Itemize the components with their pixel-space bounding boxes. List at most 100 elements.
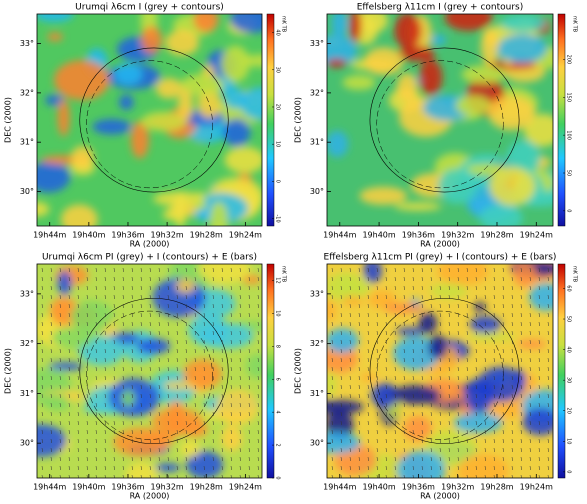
e-vector-bar [439, 276, 441, 282]
e-vector-bar [538, 357, 540, 363]
e-vector-bar [203, 375, 205, 381]
image-layer [37, 264, 262, 478]
e-vector-bar [104, 321, 106, 327]
e-vector-bar [77, 285, 79, 291]
image-blob [162, 208, 184, 221]
e-vector-bar [376, 276, 378, 282]
e-vector-bar [376, 447, 378, 453]
e-vector-bar [412, 267, 414, 273]
image-blob [198, 264, 251, 284]
e-vector-bar [394, 447, 396, 453]
y-tick-label: 33° [20, 289, 34, 298]
e-vector-bar [113, 312, 115, 318]
e-vector-bar [68, 420, 70, 426]
e-vector-bar [385, 447, 387, 453]
e-vector-bar [421, 411, 423, 417]
e-vector-bar [77, 384, 79, 390]
e-vector-bar [86, 330, 88, 336]
e-vector-bar [502, 420, 504, 426]
x-tick-label: 19h24m [520, 483, 553, 492]
e-vector-bar [412, 438, 414, 444]
e-vector-bar [86, 267, 88, 273]
e-vector-bar [50, 402, 52, 408]
e-vector-bar [331, 438, 333, 444]
e-vector-bar [239, 375, 241, 381]
e-vector-bar [475, 285, 477, 291]
e-vector-bar [104, 285, 106, 291]
y-axis-label: DEC (2000) [294, 348, 303, 394]
e-vector-bar [41, 267, 43, 273]
e-vector-bar [421, 438, 423, 444]
e-vector-bar [430, 321, 432, 327]
image-blob [165, 29, 200, 56]
e-vector-bar [239, 285, 241, 291]
e-vector-bar [466, 330, 468, 336]
e-vector-bar [239, 465, 241, 471]
e-vector-bar [167, 384, 169, 390]
e-vector-bar [95, 384, 97, 390]
e-vector-bar [212, 285, 214, 291]
e-vector-bar [457, 384, 459, 390]
e-vector-bar [547, 402, 549, 408]
image-blob [529, 282, 553, 311]
e-vector-bar [466, 474, 468, 478]
e-vector-bar [158, 312, 160, 318]
image-blob [370, 383, 399, 408]
e-vector-bar [412, 312, 414, 318]
e-vector-bar [185, 420, 187, 426]
e-vector-bar [59, 267, 61, 273]
image-blob [222, 118, 251, 147]
e-vector-bar [349, 276, 351, 282]
e-vector-bar [376, 366, 378, 372]
e-vector-bar [203, 438, 205, 444]
e-vector-bar [149, 375, 151, 381]
colorbar-tick-label: 10 [566, 438, 572, 444]
e-vector-bar [122, 411, 124, 417]
e-vector-bar [68, 339, 70, 345]
image-blob [37, 161, 71, 193]
e-vector-bar [221, 330, 223, 336]
e-vector-bar [448, 447, 450, 453]
e-vector-bar [77, 429, 79, 435]
e-vector-bar [50, 375, 52, 381]
e-vector-bar [529, 465, 531, 471]
e-vector-bar [547, 294, 549, 300]
image-blob [327, 34, 358, 67]
e-vector-bar [86, 366, 88, 372]
image-blob [466, 163, 505, 176]
e-vector-bar [502, 339, 504, 345]
e-vector-bar [529, 402, 531, 408]
e-vector-bar [331, 465, 333, 471]
e-vector-bar [140, 339, 142, 345]
e-vector-bar [149, 276, 151, 282]
e-vector-bar [538, 456, 540, 462]
e-vector-bar [547, 375, 549, 381]
e-vector-bar [239, 438, 241, 444]
e-vector-bar [59, 339, 61, 345]
e-vector-bar [221, 438, 223, 444]
e-vector-bar [149, 294, 151, 300]
e-vector-bar [547, 267, 549, 273]
e-vector-bar [520, 429, 522, 435]
e-vector-bar [77, 420, 79, 426]
e-vector-bar [104, 312, 106, 318]
e-vector-bar [520, 321, 522, 327]
e-vector-bar [466, 402, 468, 408]
image-blob [166, 400, 186, 437]
e-vector-bar [104, 276, 106, 282]
e-vector-bar [511, 312, 513, 318]
e-vector-bar [212, 438, 214, 444]
e-vector-bar [394, 339, 396, 345]
image-blob [394, 14, 422, 49]
e-vector-bar [358, 465, 360, 471]
e-vector-bar [457, 357, 459, 363]
e-vector-bar [439, 330, 441, 336]
e-vector-bar [520, 276, 522, 282]
y-tick-label: 33° [310, 39, 324, 48]
e-vector-bar [367, 276, 369, 282]
e-vector-bar [484, 294, 486, 300]
image-blob [437, 264, 489, 286]
e-vector-bar [331, 276, 333, 282]
e-vector-bar [95, 447, 97, 453]
e-vector-bar [158, 321, 160, 327]
